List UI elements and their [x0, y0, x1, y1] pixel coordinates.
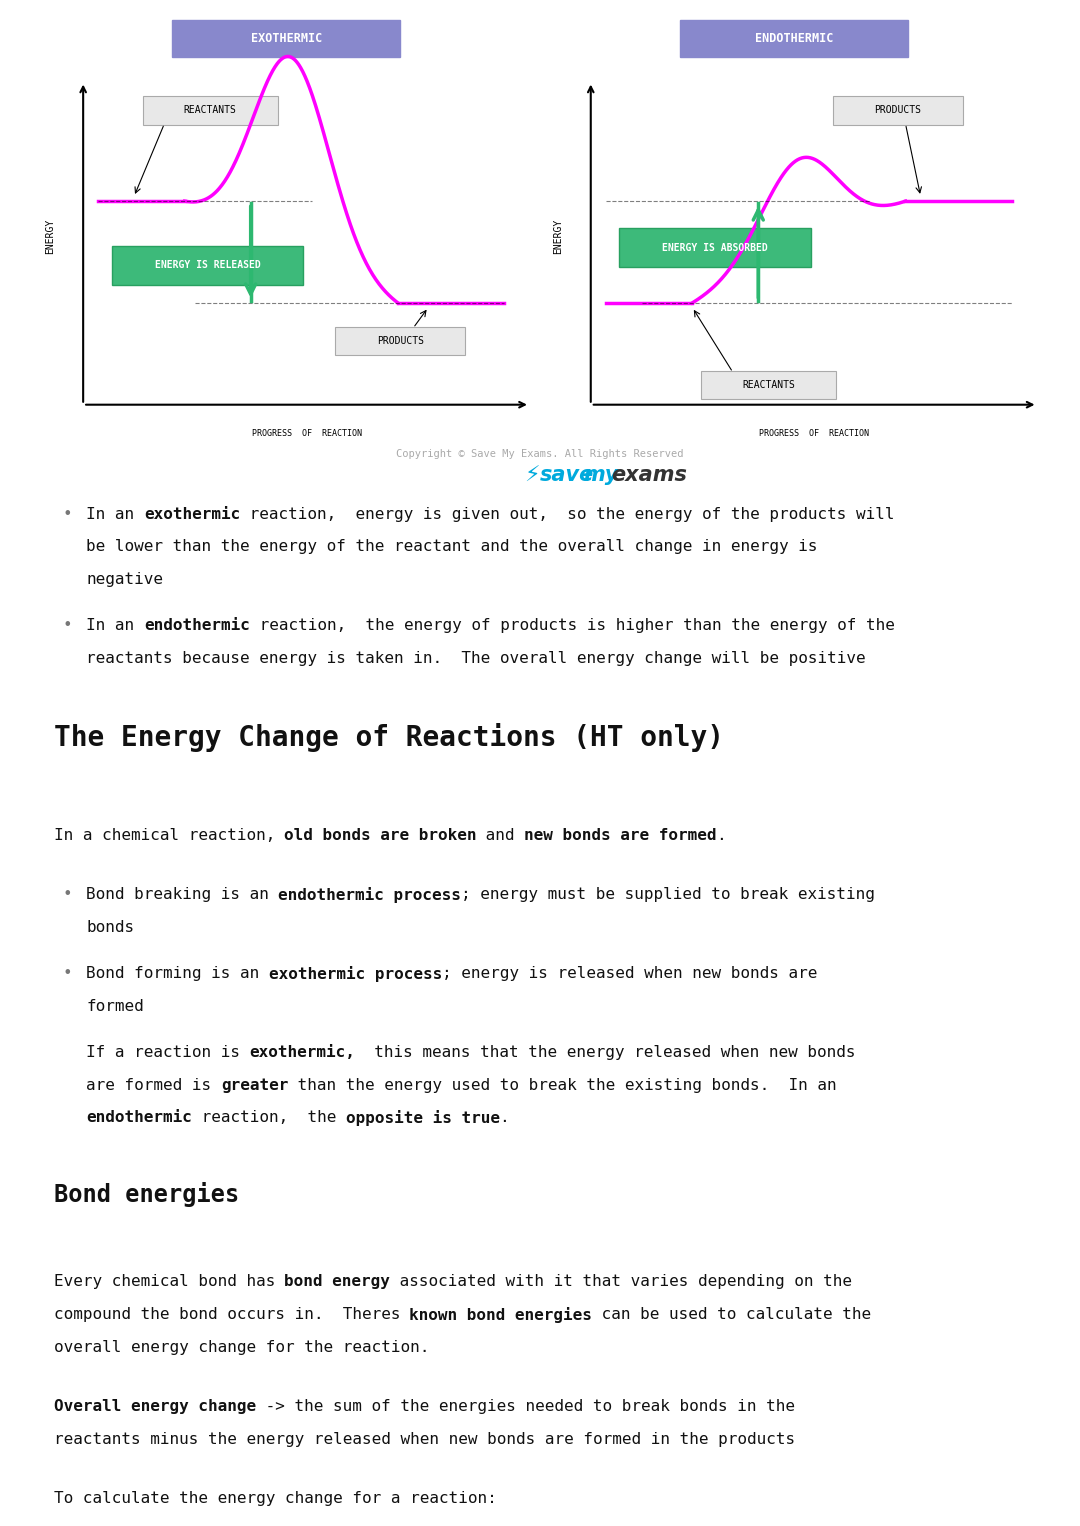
Text: ENERGY IS ABSORBED: ENERGY IS ABSORBED	[662, 243, 768, 253]
Text: PRODUCTS: PRODUCTS	[875, 105, 921, 116]
Text: are formed is: are formed is	[86, 1077, 221, 1093]
Text: Bond energies: Bond energies	[54, 1183, 240, 1207]
Text: -> the sum of the energies needed to break bonds in the: -> the sum of the energies needed to bre…	[256, 1399, 795, 1415]
Text: known bond energies: known bond energies	[409, 1308, 592, 1323]
Text: ENERGY: ENERGY	[553, 218, 563, 255]
Text: PRODUCTS: PRODUCTS	[377, 336, 424, 346]
FancyBboxPatch shape	[833, 96, 963, 125]
Text: ENDOTHERMIC: ENDOTHERMIC	[755, 32, 833, 46]
Text: ; energy is released when new bonds are: ; energy is released when new bonds are	[442, 966, 816, 981]
Text: associated with it that varies depending on the: associated with it that varies depending…	[390, 1274, 852, 1289]
Text: reaction,  the energy of products is higher than the energy of the: reaction, the energy of products is high…	[249, 618, 894, 633]
Text: ; energy must be supplied to break existing: ; energy must be supplied to break exist…	[461, 887, 875, 902]
Text: and: and	[476, 829, 525, 844]
Text: reaction,  energy is given out,  so the energy of the products will: reaction, energy is given out, so the en…	[240, 507, 894, 522]
Text: compound the bond occurs in.  Theres: compound the bond occurs in. Theres	[54, 1308, 410, 1322]
FancyBboxPatch shape	[143, 96, 278, 125]
Text: If a reaction is: If a reaction is	[86, 1045, 251, 1059]
Text: Copyright © Save My Exams. All Rights Reserved: Copyright © Save My Exams. All Rights Re…	[396, 449, 684, 459]
Text: greater: greater	[220, 1077, 288, 1093]
Text: Overall energy change: Overall energy change	[54, 1399, 256, 1415]
Text: save: save	[540, 465, 594, 485]
Text: can be used to calculate the: can be used to calculate the	[592, 1308, 870, 1322]
Text: old bonds are broken: old bonds are broken	[284, 829, 477, 844]
FancyBboxPatch shape	[336, 327, 465, 356]
FancyBboxPatch shape	[701, 371, 836, 400]
Text: my: my	[583, 465, 619, 485]
Text: •: •	[63, 618, 72, 633]
Text: ENERGY IS RELEASED: ENERGY IS RELEASED	[154, 261, 260, 270]
Text: endothermic process: endothermic process	[279, 887, 461, 903]
Text: exothermic,: exothermic,	[249, 1045, 355, 1059]
Text: overall energy change for the reaction.: overall energy change for the reaction.	[54, 1340, 430, 1355]
Text: PROGRESS  OF  REACTION: PROGRESS OF REACTION	[759, 429, 869, 438]
Text: exothermic: exothermic	[144, 507, 240, 522]
Text: The Energy Change of Reactions (HT only): The Energy Change of Reactions (HT only)	[54, 723, 724, 752]
Text: Every chemical bond has: Every chemical bond has	[54, 1274, 285, 1289]
Text: exothermic process: exothermic process	[269, 966, 442, 981]
Text: In an: In an	[86, 507, 144, 522]
Text: .: .	[716, 829, 726, 844]
Text: reaction,  the: reaction, the	[192, 1111, 346, 1125]
Text: •: •	[63, 507, 72, 522]
Text: ENERGY: ENERGY	[45, 218, 55, 255]
Text: bond energy: bond energy	[284, 1274, 390, 1289]
Text: In an: In an	[86, 618, 144, 633]
Text: REACTANTS: REACTANTS	[184, 105, 237, 116]
Text: new bonds are formed: new bonds are formed	[525, 829, 717, 844]
Text: negative: negative	[86, 572, 163, 588]
Text: than the energy used to break the existing bonds.  In an: than the energy used to break the existi…	[288, 1077, 837, 1093]
Text: be lower than the energy of the reactant and the overall change in energy is: be lower than the energy of the reactant…	[86, 539, 818, 554]
Text: Bond breaking is an: Bond breaking is an	[86, 887, 279, 902]
FancyBboxPatch shape	[679, 20, 908, 58]
Text: exams: exams	[611, 465, 687, 485]
Text: To calculate the energy change for a reaction:: To calculate the energy change for a rea…	[54, 1491, 497, 1506]
Text: ⚡: ⚡	[525, 465, 540, 485]
FancyBboxPatch shape	[111, 246, 303, 285]
Text: •: •	[63, 966, 72, 981]
Text: endothermic: endothermic	[86, 1111, 192, 1125]
Text: EXOTHERMIC: EXOTHERMIC	[251, 32, 322, 46]
Text: this means that the energy released when new bonds: this means that the energy released when…	[355, 1045, 855, 1059]
FancyBboxPatch shape	[619, 227, 811, 267]
Text: endothermic: endothermic	[144, 618, 249, 633]
Text: bonds: bonds	[86, 920, 135, 935]
Text: opposite is true: opposite is true	[346, 1111, 500, 1126]
Text: formed: formed	[86, 998, 144, 1013]
Text: reactants because energy is taken in.  The overall energy change will be positiv: reactants because energy is taken in. Th…	[86, 652, 866, 665]
Text: reactants minus the energy released when new bonds are formed in the products: reactants minus the energy released when…	[54, 1431, 795, 1447]
Text: In a chemical reaction,: In a chemical reaction,	[54, 829, 285, 844]
Text: •: •	[63, 887, 72, 902]
Text: REACTANTS: REACTANTS	[742, 380, 795, 391]
Text: Bond forming is an: Bond forming is an	[86, 966, 269, 981]
FancyBboxPatch shape	[172, 20, 401, 58]
Text: .: .	[499, 1111, 509, 1125]
Text: PROGRESS  OF  REACTION: PROGRESS OF REACTION	[252, 429, 362, 438]
